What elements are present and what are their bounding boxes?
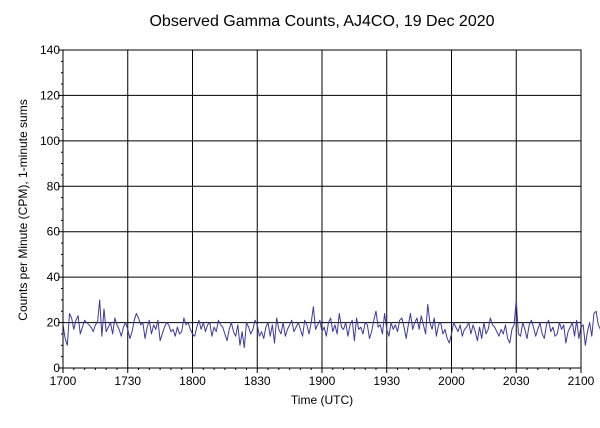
x-axis: 1700 1730 1800 1830 1900 1930 2000 2030 2100 [50, 368, 595, 388]
y-tick-label: 120 [40, 88, 60, 102]
y-axis-label: Counts per Minute (CPM), 1-minute sums [16, 99, 30, 320]
y-tick-label: 80 [47, 179, 61, 193]
chart-title: Observed Gamma Counts, AJ4CO, 19 Dec 202… [149, 13, 494, 30]
x-tick-label: 2100 [568, 374, 595, 388]
x-tick-label: 1930 [373, 374, 400, 388]
x-tick-label: 1800 [179, 374, 206, 388]
x-axis-label: Time (UTC) [291, 393, 353, 407]
y-tick-label: 100 [40, 134, 60, 148]
y-tick-label: 20 [47, 316, 61, 330]
x-tick-label: 1900 [309, 374, 336, 388]
y-tick-label: 40 [47, 270, 61, 284]
x-tick-label: 1830 [244, 374, 271, 388]
y-tick-label: 60 [47, 225, 61, 239]
y-tick-label: 140 [40, 43, 60, 57]
series-line-0 [62, 299, 600, 349]
x-tick-label: 2030 [503, 374, 530, 388]
grid [63, 50, 581, 368]
series-layer [62, 299, 600, 349]
x-tick-label: 1700 [50, 374, 77, 388]
y-axis: 0 20 40 60 80 100 120 140 [40, 43, 63, 375]
x-tick-label: 1730 [114, 374, 141, 388]
x-tick-label: 2000 [438, 374, 465, 388]
y-tick-label: 0 [53, 361, 60, 375]
